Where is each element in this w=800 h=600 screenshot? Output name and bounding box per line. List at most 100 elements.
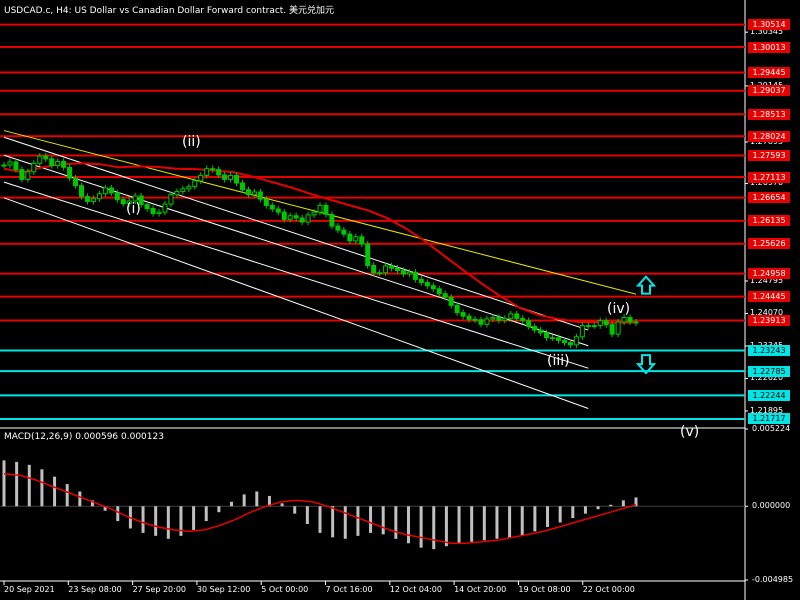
price-tick-label: 1.21895 bbox=[750, 405, 784, 415]
candle-body bbox=[472, 318, 478, 321]
candle-body bbox=[561, 339, 567, 344]
candle-body bbox=[174, 191, 180, 196]
candle-body bbox=[299, 217, 305, 223]
candle-body bbox=[251, 191, 257, 196]
macd-histogram-bar bbox=[267, 495, 271, 507]
macd-histogram-bar bbox=[53, 476, 57, 507]
candle-body bbox=[132, 195, 138, 202]
macd-histogram-bar bbox=[27, 464, 31, 507]
time-axis-label: 19 Oct 08:00 bbox=[518, 585, 571, 594]
macd-title: MACD(12,26,9) 0.000596 0.000123 bbox=[4, 432, 164, 442]
candle-body bbox=[550, 337, 556, 340]
candle-body bbox=[37, 155, 43, 164]
candle-body bbox=[567, 342, 573, 346]
candle-body bbox=[430, 285, 436, 290]
macd-histogram-bar bbox=[242, 494, 246, 507]
candle-body bbox=[335, 225, 341, 231]
candle-body bbox=[371, 265, 377, 274]
resistance-price-box: 1.28513 bbox=[748, 108, 790, 120]
macd-tick-label: 0.000000 bbox=[752, 501, 791, 511]
resistance-price-box: 1.27593 bbox=[748, 150, 790, 162]
candle-body bbox=[490, 317, 496, 320]
candle-body bbox=[323, 204, 329, 215]
candle-body bbox=[43, 155, 49, 160]
macd-histogram-bar bbox=[444, 506, 448, 547]
macd-histogram-bar bbox=[255, 491, 259, 507]
macd-histogram-bar bbox=[406, 506, 410, 544]
down-arrow-icon bbox=[635, 354, 657, 375]
macd-signal-line bbox=[3, 472, 637, 544]
candle-body bbox=[591, 325, 597, 328]
candle-body bbox=[31, 162, 37, 173]
macd-histogram-bar bbox=[65, 484, 69, 507]
macd-histogram-bar bbox=[192, 506, 196, 530]
candle-body bbox=[442, 293, 448, 298]
candle-body bbox=[508, 313, 514, 319]
channel-upper-line bbox=[3, 136, 589, 331]
macd-histogram-bar bbox=[116, 506, 120, 522]
macd-tick-label: -0.004985 bbox=[752, 575, 794, 584]
candle-body bbox=[418, 278, 424, 284]
candle-body bbox=[478, 319, 484, 325]
candle-body bbox=[281, 211, 287, 220]
macd-histogram-bar bbox=[166, 506, 170, 539]
candle-body bbox=[1, 164, 7, 167]
macd-histogram-bar bbox=[419, 506, 423, 548]
macd-histogram-bar bbox=[204, 506, 208, 522]
candle-body bbox=[180, 188, 186, 193]
candle-body bbox=[466, 315, 472, 320]
macd-histogram-bar bbox=[230, 501, 234, 507]
macd-histogram-bar bbox=[103, 506, 107, 511]
candle-body bbox=[585, 325, 591, 328]
macd-histogram-bar bbox=[457, 506, 461, 544]
time-axis-label: 30 Sep 12:00 bbox=[196, 585, 251, 594]
candle-body bbox=[341, 229, 347, 235]
candle-body bbox=[633, 321, 639, 324]
candle-body bbox=[555, 337, 561, 341]
chart-title: USDCAD.c, H4: US Dollar vs Canadian Doll… bbox=[4, 6, 335, 16]
macd-histogram-bar bbox=[179, 506, 183, 536]
candle-body bbox=[150, 208, 156, 214]
support-price-box: 1.22244 bbox=[748, 389, 790, 401]
candle-body bbox=[287, 215, 293, 220]
macd-histogram-bar bbox=[343, 506, 347, 539]
resistance-price-box: 1.23913 bbox=[748, 315, 790, 326]
macd-histogram-bar bbox=[78, 491, 82, 507]
macd-histogram-bar bbox=[40, 469, 44, 507]
resistance-price-box: 1.29445 bbox=[748, 67, 790, 78]
resistance-price-box: 1.29037 bbox=[748, 85, 790, 97]
macd-histogram-bar bbox=[482, 506, 486, 541]
candle-body bbox=[311, 211, 317, 216]
support-price-box: 1.21717 bbox=[748, 413, 790, 425]
macd-histogram-bar bbox=[546, 506, 550, 527]
price-tick-label: 1.22620 bbox=[750, 373, 784, 383]
macd-histogram-bar bbox=[571, 506, 575, 519]
macd-histogram-bar bbox=[15, 461, 19, 507]
candle-body bbox=[514, 313, 520, 319]
candle-body bbox=[108, 187, 114, 194]
time-axis-label: 14 Oct 20:00 bbox=[454, 585, 507, 594]
channel-mid-line bbox=[3, 154, 589, 347]
support-price-box: 1.23243 bbox=[748, 345, 790, 357]
price-tick-label: 1.30345 bbox=[750, 27, 784, 37]
resistance-price-box: 1.27113 bbox=[748, 171, 790, 183]
wave-label: (iii) bbox=[547, 353, 570, 370]
candle-body bbox=[156, 211, 162, 214]
macd-histogram-bar bbox=[305, 506, 309, 525]
price-tick-label: 1.24795 bbox=[750, 275, 784, 285]
macd-histogram-bar bbox=[609, 504, 613, 507]
resistance-price-box: 1.30514 bbox=[748, 19, 790, 31]
macd-histogram-bar bbox=[394, 506, 398, 539]
candle-body bbox=[406, 271, 412, 275]
candle-body bbox=[228, 174, 234, 180]
resistance-price-box: 1.24958 bbox=[748, 268, 790, 280]
macd-histogram-bar bbox=[318, 506, 322, 533]
macd-histogram-bar bbox=[470, 506, 474, 542]
candle-body bbox=[162, 203, 168, 213]
candle-body bbox=[365, 243, 371, 267]
candle-body bbox=[222, 174, 228, 180]
macd-histogram-bar bbox=[381, 506, 385, 535]
candle-body bbox=[532, 325, 538, 331]
candle-body bbox=[377, 272, 383, 275]
